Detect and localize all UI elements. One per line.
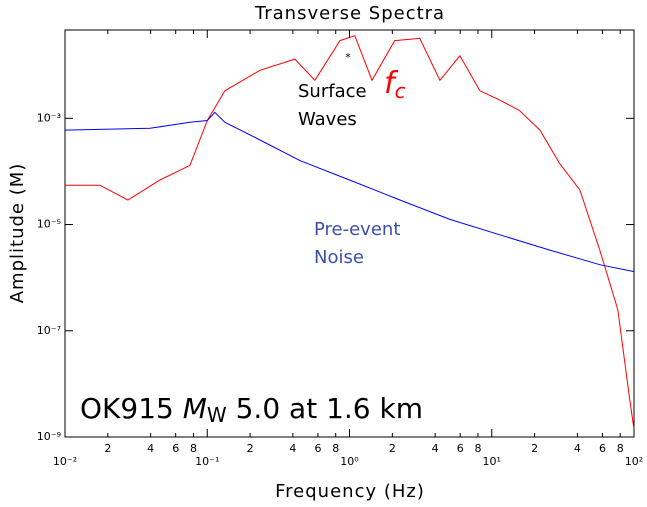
annotation: * <box>345 51 351 64</box>
x-tick-label: 2 <box>104 442 111 455</box>
series-line <box>64 111 635 273</box>
annotation-part: c <box>395 79 406 103</box>
x-tick-label: 10⁻¹ <box>195 455 219 468</box>
x-tick-label: 8 <box>190 442 197 455</box>
annotation-part: M <box>183 392 207 425</box>
x-tick-label: 2 <box>389 442 396 455</box>
x-tick-label: 2 <box>531 442 538 455</box>
x-tick-label: 4 <box>432 442 439 455</box>
y-axis-label: Amplitude (M) <box>7 163 28 304</box>
annotation-part: 5.0 at 1.6 km <box>227 392 423 425</box>
x-axis-label: Frequency (Hz) <box>275 481 425 502</box>
annotation: Surface <box>298 81 367 102</box>
x-tick-label: 10¹ <box>483 455 501 468</box>
y-tick-label: 10⁻⁷ <box>37 324 61 337</box>
x-tick-label: 6 <box>457 442 464 455</box>
annotation: Pre-event <box>314 219 400 240</box>
x-tick-label: 6 <box>314 442 321 455</box>
x-tick-label: 2 <box>247 442 254 455</box>
x-tick-label: 4 <box>147 442 154 455</box>
annotation: Waves <box>298 109 357 130</box>
y-tick-label: 10⁻³ <box>37 111 61 124</box>
annotation: fc <box>384 66 406 103</box>
chart-title: Transverse Spectra <box>254 3 445 24</box>
annotation: Noise <box>314 247 364 268</box>
x-tick-label: 6 <box>172 442 179 455</box>
x-tick-label: 10⁻² <box>53 455 77 468</box>
series-line <box>65 35 635 430</box>
x-tick-label: 4 <box>289 442 296 455</box>
x-tick-label: 8 <box>617 442 624 455</box>
annotation-part: W <box>207 403 227 427</box>
x-tick-label: 8 <box>332 442 339 455</box>
x-tick-label: 6 <box>599 442 606 455</box>
x-tick-label: 8 <box>474 442 481 455</box>
marks <box>64 35 635 430</box>
x-tick-label: 10⁰ <box>340 455 359 468</box>
annotation-part: OK915 <box>80 392 183 425</box>
x-tick-label: 4 <box>574 442 581 455</box>
annotation: OK915 MW 5.0 at 1.6 km <box>80 392 423 427</box>
x-tick-label: 10² <box>625 455 643 468</box>
y-tick-label: 10⁻⁵ <box>37 218 61 231</box>
y-tick-label: 10⁻⁹ <box>37 430 61 443</box>
